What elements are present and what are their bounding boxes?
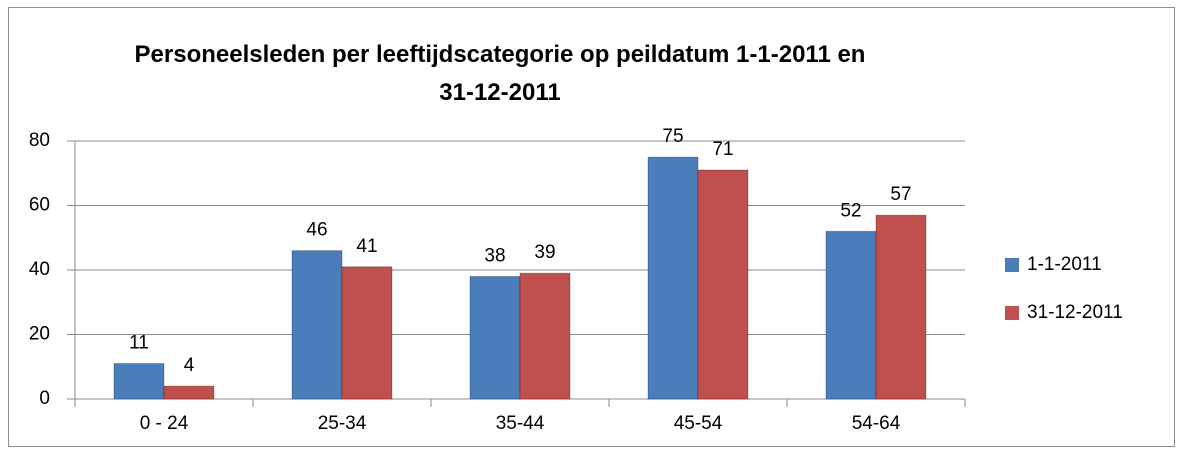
x-tick-label: 45-54 — [674, 413, 723, 434]
value-label: 11 — [129, 333, 149, 354]
x-tick-label: 25-34 — [318, 413, 367, 434]
value-label: 4 — [184, 355, 195, 376]
legend-marker — [1005, 258, 1019, 272]
legend-label: 31-12-2011 — [1027, 302, 1123, 323]
bar — [291, 250, 343, 400]
legend-marker — [1005, 306, 1019, 320]
value-label: 46 — [306, 220, 327, 241]
y-tick-label: 20 — [29, 324, 50, 345]
bar — [519, 272, 571, 400]
value-label: 75 — [662, 126, 683, 147]
y-tick-label: 40 — [29, 259, 50, 280]
x-tick-label: 54-64 — [852, 413, 901, 434]
chart-title: Personeelsleden per leeftijdscategorie o… — [134, 41, 866, 106]
bar — [163, 385, 215, 400]
y-tick-label: 80 — [29, 130, 50, 151]
y-tick-label: 0 — [39, 388, 50, 409]
bar — [647, 156, 699, 400]
y-tick-label: 60 — [29, 195, 50, 216]
value-label: 38 — [484, 245, 505, 266]
bar — [341, 266, 393, 400]
value-label: 41 — [356, 236, 377, 257]
value-label: 71 — [712, 139, 733, 160]
value-label: 57 — [890, 184, 911, 205]
x-tick-label: 35-44 — [496, 413, 545, 434]
value-label: 52 — [840, 200, 861, 221]
value-label: 39 — [534, 242, 555, 263]
bar — [697, 169, 749, 400]
bar — [825, 230, 877, 400]
bar — [875, 214, 927, 400]
x-tick-label: 0 - 24 — [140, 413, 189, 434]
chart-frame — [8, 7, 1175, 447]
legend-label: 1-1-2011 — [1027, 254, 1102, 275]
bar — [469, 275, 521, 400]
bar — [113, 363, 165, 400]
